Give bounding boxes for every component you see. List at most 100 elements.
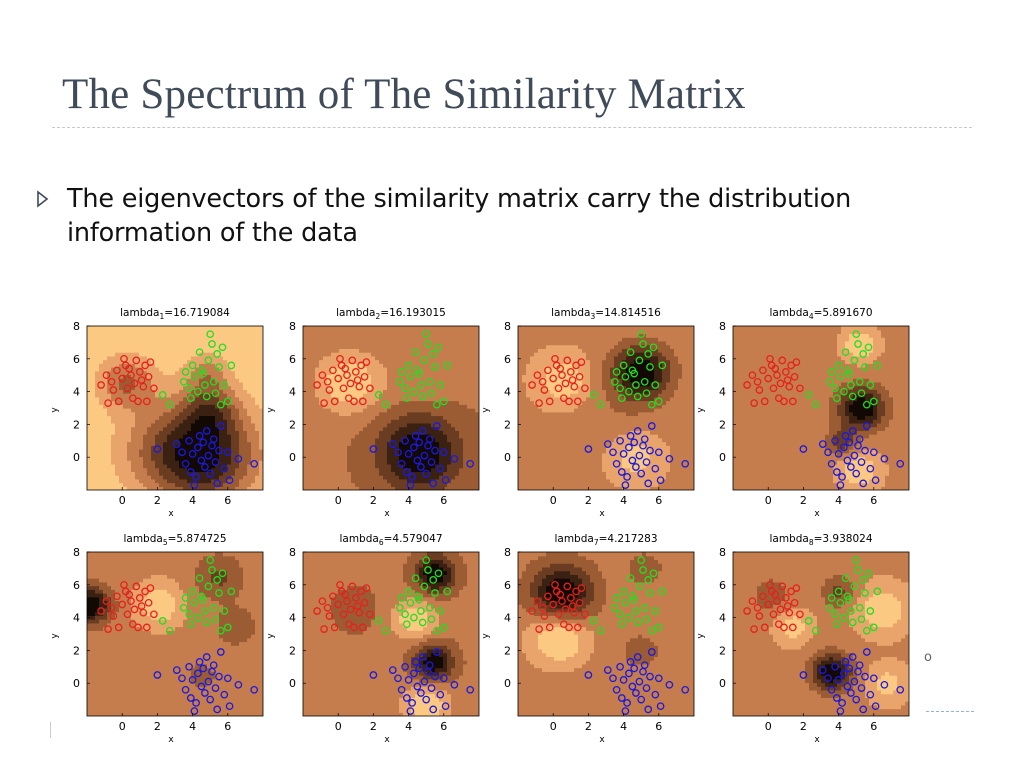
data-point [388,666,397,674]
x-tick-label: 0 [119,720,126,733]
cluster-3-points [584,648,690,715]
data-point [202,618,211,627]
data-point [836,707,845,715]
data-point [619,361,628,370]
data-point [346,605,355,614]
data-point [658,587,667,596]
data-point [859,350,868,358]
data-point [401,662,409,671]
data-point [125,364,134,373]
y-tick-label: 6 [73,353,80,366]
data-point [215,446,223,455]
x-tick-label: 4 [189,494,196,507]
data-point [581,384,589,393]
data-point [760,623,769,632]
data-point [642,684,651,692]
data-point [215,589,223,597]
data-point [329,592,337,601]
data-point [181,368,190,376]
data-point [753,377,762,386]
data-point [192,473,200,481]
data-point [186,468,195,476]
data-point [581,610,589,619]
data-point [208,566,216,574]
eigenvector-panel-7: lambda7=4.217283 0 2 4 6 0 2 4 6 8 x y [481,533,695,745]
data-point [188,587,197,596]
cluster-2-points [804,556,882,635]
data-point [429,350,438,358]
plot-frame [732,325,910,491]
data-point [621,481,630,489]
x-tick-label: 4 [405,494,412,507]
data-point [436,381,445,389]
data-point [357,361,365,370]
y-tick-label: 2 [504,644,511,657]
data-point [134,397,142,406]
data-point [441,476,450,485]
data-point [320,399,328,407]
data-point [804,391,813,399]
y-tick-label: 8 [289,320,296,333]
data-point [348,356,357,365]
contour-field [733,326,909,490]
data-point [418,392,427,401]
data-point [781,368,790,376]
data-point [150,384,158,393]
data-point [408,699,416,707]
data-point [417,607,425,615]
data-point [855,661,864,670]
data-point [554,610,563,619]
data-point [213,479,222,488]
data-point [640,603,649,612]
eigenvector-panel-4: lambda4=5.891670 0 2 4 6 0 2 4 6 8 x y [696,307,910,519]
data-point [827,368,836,376]
data-point [840,387,848,396]
data-point [639,566,647,574]
data-point [134,623,142,632]
panel-title: lambda6=4.579047 [339,533,442,547]
data-point [632,381,640,389]
data-point [186,620,195,629]
data-point [857,684,866,692]
data-point [429,576,438,584]
data-point [584,445,593,453]
data-point [753,603,762,612]
data-point [540,386,549,394]
contour-field [87,552,263,716]
data-point [223,448,232,457]
data-point [313,607,321,615]
data-point [538,603,547,612]
data-point [443,361,452,370]
data-point [218,569,227,578]
data-point [616,662,624,671]
data-point [852,469,861,478]
y-tick-label: 8 [73,546,80,559]
data-point [336,580,344,589]
cluster-2-points [374,556,452,635]
cluster-2-points [374,330,452,409]
data-point [427,389,436,398]
data-point [190,372,199,381]
data-point [841,574,850,583]
data-point [565,397,573,406]
data-point [397,594,406,602]
data-point [158,391,167,399]
data-point [681,685,690,694]
y-tick-label: 6 [289,579,296,592]
data-point [637,556,646,565]
data-point [855,377,864,386]
data-point [570,382,579,391]
data-point [420,356,429,365]
data-point [788,623,797,632]
data-point [206,556,215,565]
cluster-2-points [589,556,667,635]
y-tick-label: 0 [504,451,511,464]
data-point [417,463,425,471]
y-tick-label: 8 [504,546,511,559]
data-point [194,387,202,396]
data-point [845,664,854,673]
y-tick-label: 4 [719,386,726,399]
data-point [561,605,570,614]
data-point [596,400,605,409]
data-point [847,381,855,389]
